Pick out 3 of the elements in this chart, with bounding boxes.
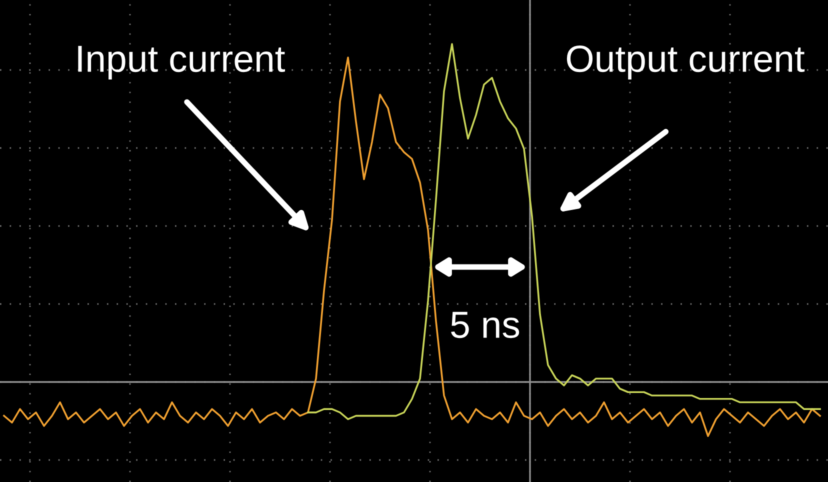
annotation: 5 ns: [451, 312, 520, 338]
series-label: Input current: [78, 46, 285, 80]
series-label: Output current: [566, 46, 805, 80]
